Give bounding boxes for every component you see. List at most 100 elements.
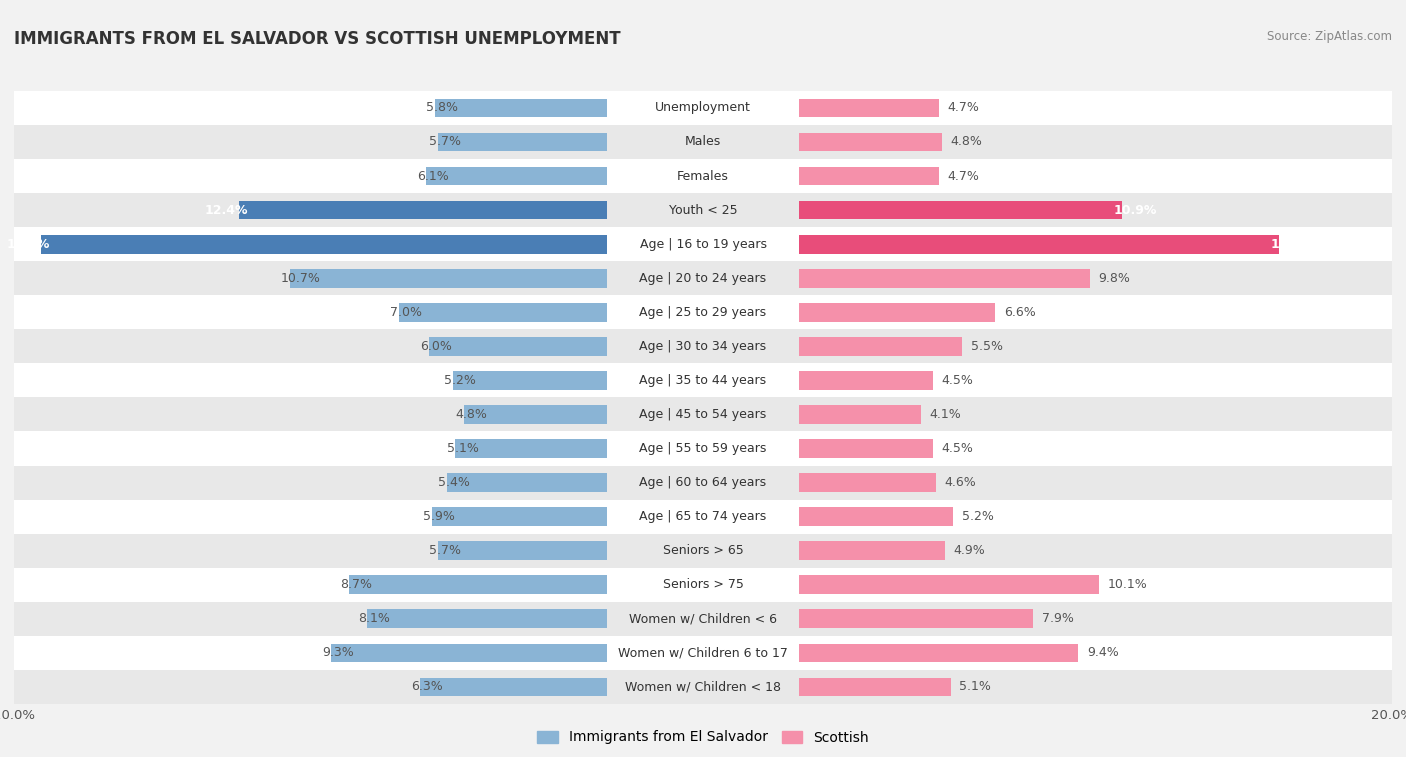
Text: Females: Females <box>678 170 728 182</box>
Text: 6.3%: 6.3% <box>411 681 443 693</box>
Text: 5.2%: 5.2% <box>444 374 475 387</box>
Bar <box>14 534 606 568</box>
Bar <box>800 235 1279 254</box>
Bar <box>606 431 800 466</box>
Bar <box>14 91 606 125</box>
Text: Unemployment: Unemployment <box>655 101 751 114</box>
Text: 4.7%: 4.7% <box>948 170 980 182</box>
Bar <box>800 473 936 492</box>
Text: 9.8%: 9.8% <box>1098 272 1130 285</box>
Bar <box>456 439 606 458</box>
Bar <box>800 575 1098 594</box>
Text: 4.8%: 4.8% <box>950 136 983 148</box>
Text: 5.5%: 5.5% <box>972 340 1004 353</box>
Text: Age | 20 to 24 years: Age | 20 to 24 years <box>640 272 766 285</box>
Bar <box>606 636 800 670</box>
Text: 4.9%: 4.9% <box>953 544 986 557</box>
Text: Age | 45 to 54 years: Age | 45 to 54 years <box>640 408 766 421</box>
Bar <box>606 363 800 397</box>
Bar <box>14 125 606 159</box>
Bar <box>800 636 1392 670</box>
Text: Age | 25 to 29 years: Age | 25 to 29 years <box>640 306 766 319</box>
Bar <box>606 602 800 636</box>
Bar <box>800 132 942 151</box>
Bar <box>606 329 800 363</box>
Bar <box>606 397 800 431</box>
Text: Males: Males <box>685 136 721 148</box>
Text: 5.4%: 5.4% <box>437 476 470 489</box>
Bar <box>800 670 1392 704</box>
Bar <box>800 541 945 560</box>
Bar <box>14 670 606 704</box>
Bar <box>800 534 1392 568</box>
Text: 7.0%: 7.0% <box>391 306 422 319</box>
Text: Youth < 25: Youth < 25 <box>669 204 737 217</box>
Bar <box>426 167 606 185</box>
Text: 16.2%: 16.2% <box>1271 238 1313 251</box>
Bar <box>606 261 800 295</box>
Text: 10.1%: 10.1% <box>1108 578 1147 591</box>
Bar <box>14 636 606 670</box>
Bar <box>800 507 953 526</box>
Bar <box>800 500 1392 534</box>
Bar <box>800 371 932 390</box>
Bar <box>429 337 606 356</box>
Bar <box>290 269 606 288</box>
Bar <box>14 500 606 534</box>
Text: 10.7%: 10.7% <box>281 272 321 285</box>
Text: Age | 35 to 44 years: Age | 35 to 44 years <box>640 374 766 387</box>
Bar <box>800 602 1392 636</box>
Text: Age | 30 to 34 years: Age | 30 to 34 years <box>640 340 766 353</box>
Text: Age | 55 to 59 years: Age | 55 to 59 years <box>640 442 766 455</box>
Bar <box>800 167 939 185</box>
Bar <box>437 132 606 151</box>
Text: 5.1%: 5.1% <box>959 681 991 693</box>
Bar <box>14 431 606 466</box>
Text: 8.1%: 8.1% <box>357 612 389 625</box>
Bar <box>606 159 800 193</box>
Text: 5.7%: 5.7% <box>429 544 461 557</box>
Text: 4.8%: 4.8% <box>456 408 488 421</box>
Text: 5.9%: 5.9% <box>423 510 454 523</box>
Bar <box>14 295 606 329</box>
Bar <box>367 609 606 628</box>
Text: 8.7%: 8.7% <box>340 578 373 591</box>
Bar <box>606 193 800 227</box>
Text: 7.9%: 7.9% <box>1042 612 1074 625</box>
Bar <box>800 568 1392 602</box>
Bar <box>606 295 800 329</box>
Text: Women w/ Children < 6: Women w/ Children < 6 <box>628 612 778 625</box>
Bar <box>800 125 1392 159</box>
Bar <box>606 568 800 602</box>
Bar <box>800 159 1392 193</box>
Bar <box>606 500 800 534</box>
Bar <box>800 201 1122 220</box>
Bar <box>800 337 962 356</box>
Bar <box>330 643 606 662</box>
Text: 19.1%: 19.1% <box>6 238 49 251</box>
Bar <box>800 363 1392 397</box>
Text: 6.1%: 6.1% <box>418 170 449 182</box>
Bar <box>14 466 606 500</box>
Bar <box>453 371 606 390</box>
Bar <box>800 329 1392 363</box>
Bar <box>606 227 800 261</box>
Bar <box>800 643 1078 662</box>
Bar <box>464 405 606 424</box>
Text: 9.4%: 9.4% <box>1087 646 1119 659</box>
Bar <box>800 303 995 322</box>
Bar <box>14 397 606 431</box>
Text: 4.5%: 4.5% <box>942 374 973 387</box>
Text: 10.9%: 10.9% <box>1114 204 1157 217</box>
Bar <box>349 575 606 594</box>
Text: 5.1%: 5.1% <box>447 442 478 455</box>
Text: Age | 65 to 74 years: Age | 65 to 74 years <box>640 510 766 523</box>
Bar <box>800 431 1392 466</box>
Bar <box>606 125 800 159</box>
Text: 12.4%: 12.4% <box>205 204 247 217</box>
Bar <box>800 466 1392 500</box>
Bar <box>14 329 606 363</box>
Bar <box>606 670 800 704</box>
Text: 6.0%: 6.0% <box>420 340 451 353</box>
Text: 4.6%: 4.6% <box>945 476 976 489</box>
